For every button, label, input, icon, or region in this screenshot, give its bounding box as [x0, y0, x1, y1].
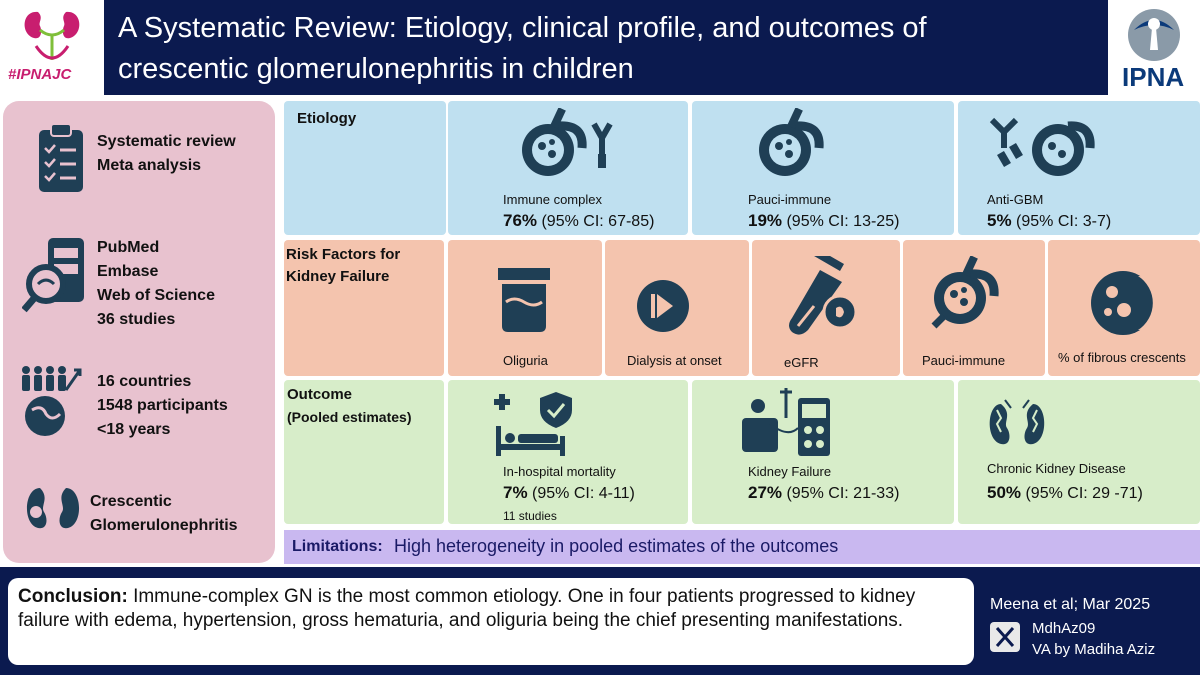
- outcome-name: In-hospital mortality: [503, 464, 616, 479]
- hospital-bed-shield-icon: [494, 392, 572, 456]
- risk-factor-label: eGFR: [784, 355, 819, 370]
- dialysis-machine-icon: [742, 388, 830, 456]
- outcome-ci: (95% CI: 21-33): [782, 485, 900, 502]
- population-line: 1548 participants: [97, 397, 228, 414]
- x-logo-icon: [990, 622, 1020, 652]
- etiology-value: 19% (95% CI: 13-25): [748, 211, 899, 231]
- globe-logo-icon: [1128, 9, 1180, 61]
- etiology-ci: (95% CI: 3-7): [1011, 213, 1112, 230]
- etiology-pct: 5%: [987, 211, 1012, 230]
- condition-line: Crescentic: [90, 493, 172, 510]
- databases: PubMed Embase Web of Science 36 studies: [97, 236, 215, 332]
- database-line: Embase: [97, 263, 159, 280]
- limitations-text: High heterogeneity in pooled estimates o…: [394, 536, 839, 556]
- etiology-ci: (95% CI: 67-85): [537, 213, 655, 230]
- outcome-label-sub: (Pooled estimates): [287, 409, 412, 425]
- database-search-icon: [22, 238, 84, 313]
- outcome-pct: 50%: [987, 483, 1022, 502]
- antibody-glomerulus-icon: [989, 117, 1095, 176]
- x-glyph-icon: [995, 627, 1015, 647]
- header-band: [105, 0, 1105, 94]
- population-line: <18 years: [97, 421, 171, 438]
- outcome-note: 11 studies: [503, 509, 557, 523]
- database-line: Web of Science: [97, 287, 215, 304]
- outcome-ci: (95% CI: 4-11): [527, 485, 635, 502]
- population-globe-icon: [22, 366, 82, 436]
- ipna-logo: IPNA: [1108, 0, 1200, 95]
- kidney-icon: [26, 488, 80, 529]
- conclusion-label: Conclusion:: [18, 586, 128, 607]
- logo-text: #IPNAJC: [8, 66, 72, 83]
- outcome-pct: 27%: [748, 483, 783, 502]
- kidney-logo-icon: [24, 11, 80, 60]
- etiology-name: Anti-GBM: [987, 192, 1044, 207]
- etiology-cell-pauci-immune: [692, 101, 954, 235]
- risk-factor-label: Pauci-immune: [922, 353, 1006, 368]
- etiology-name: Pauci-immune: [748, 192, 832, 207]
- clipboard-checklist-icon: [39, 124, 83, 192]
- database-line: 36 studies: [97, 311, 176, 328]
- play-button-icon: [637, 280, 689, 332]
- conclusion-box: [8, 578, 974, 665]
- ipnajc-logo: #IPNAJC: [0, 0, 104, 95]
- limitations-label: Limitations:: [292, 538, 383, 555]
- study-design: Systematic review Meta analysis: [97, 130, 236, 178]
- outcome-ci: (95% CI: 29 -71): [1021, 485, 1143, 502]
- outcome-name: Chronic Kidney Disease: [987, 461, 1126, 476]
- outcome-value: 7% (95% CI: 4-11): [503, 483, 635, 503]
- risk-factor-label: Dialysis at onset: [627, 353, 722, 368]
- etiology-name: Immune complex: [503, 192, 602, 207]
- risk-factor-label: % of fibrous crescents: [1058, 350, 1186, 365]
- etiology-pct: 19%: [748, 211, 783, 230]
- study-design-line: Systematic review: [97, 133, 236, 150]
- risk-label: Risk Factors for Kidney Failure: [286, 246, 401, 285]
- conclusion-text: Immune-complex GN is the most common eti…: [18, 586, 916, 631]
- urine-cup-icon: [498, 268, 550, 332]
- crescent-cell-icon: [1091, 271, 1156, 335]
- page-title: A Systematic Review: Etiology, clinical …: [118, 12, 927, 85]
- outcome-cell-ckd: [958, 380, 1200, 524]
- glomerulus-icon: [759, 108, 824, 176]
- outcome-name: Kidney Failure: [748, 464, 832, 479]
- etiology-value: 5% (95% CI: 3-7): [987, 211, 1111, 231]
- social-handle: MdhAz09: [1032, 620, 1096, 637]
- etiology-pct: 76%: [503, 211, 538, 230]
- conclusion: Conclusion: Immune-complex GN is the mos…: [18, 585, 968, 633]
- etiology-value: 76% (95% CI: 67-85): [503, 211, 654, 231]
- damaged-kidneys-icon: [989, 399, 1045, 445]
- blood-test-tube-icon: [789, 256, 858, 335]
- citation: Meena et al; Mar 2025: [990, 596, 1151, 613]
- study-design-line: Meta analysis: [97, 157, 202, 174]
- condition: Crescentic Glomerulonephritis: [90, 490, 238, 538]
- risk-label-cell: [284, 240, 444, 376]
- etiology-label: Etiology: [297, 110, 357, 127]
- condition-line: Glomerulonephritis: [90, 517, 238, 534]
- outcome-label-main: Outcome: [287, 386, 353, 403]
- author-credit: VA by Madiha Aziz: [1032, 641, 1156, 658]
- outcome-value: 50% (95% CI: 29 -71): [987, 483, 1143, 503]
- population: 16 countries 1548 participants <18 years: [97, 370, 228, 442]
- database-line: PubMed: [97, 239, 160, 256]
- outcome-label-cell: [284, 380, 444, 524]
- etiology-ci: (95% CI: 13-25): [782, 213, 900, 230]
- limitations-bar: Limitations: High heterogeneity in poole…: [284, 530, 1200, 564]
- etiology-label-cell: [284, 101, 446, 235]
- glomerulus-antibody-icon: [522, 108, 613, 176]
- outcome-pct: 7%: [503, 483, 528, 502]
- outcome-label: Outcome (Pooled estimates): [287, 384, 411, 428]
- outcome-value: 27% (95% CI: 21-33): [748, 483, 899, 503]
- glomerulus-icon: [931, 256, 999, 329]
- risk-factor-label: Oliguria: [503, 353, 548, 368]
- ipna-text: IPNA: [1122, 62, 1185, 92]
- population-line: 16 countries: [97, 373, 192, 390]
